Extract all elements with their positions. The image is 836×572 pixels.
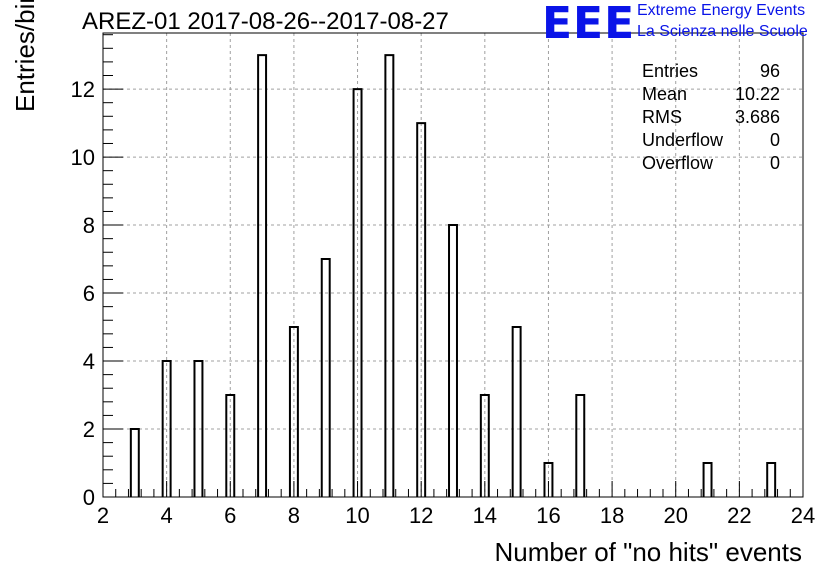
y-axis-label: Entries/bin bbox=[10, 0, 40, 112]
histogram-bar bbox=[193, 360, 204, 497]
stats-value: 10.22 bbox=[734, 84, 780, 104]
stats-row-overflow: Overflow 0 bbox=[642, 152, 780, 175]
histogram-bar bbox=[257, 54, 268, 497]
axes bbox=[102, 32, 804, 498]
eee-logo: EEE bbox=[542, 0, 636, 49]
histogram-bar bbox=[384, 54, 395, 497]
chart-title: AREZ-01 2017-08-26--2017-08-27 bbox=[82, 8, 449, 35]
histogram-bar bbox=[511, 326, 522, 497]
stats-label: Entries bbox=[642, 61, 699, 81]
stats-value: 3.686 bbox=[734, 107, 780, 127]
x-tick-label: 24 bbox=[791, 503, 815, 528]
y-tick-label: 12 bbox=[71, 77, 95, 102]
x-tick-label: 22 bbox=[727, 503, 751, 528]
logo-line-1: Extreme Energy Events bbox=[637, 2, 806, 19]
histogram-bar bbox=[129, 428, 140, 497]
x-tick-label: 10 bbox=[345, 503, 369, 528]
x-tick-label: 6 bbox=[224, 503, 236, 528]
stats-value: 0 bbox=[769, 153, 780, 173]
histogram-bar bbox=[320, 258, 331, 497]
grid-lines bbox=[103, 33, 803, 497]
histogram-bar bbox=[161, 360, 172, 497]
x-tick-label: 18 bbox=[600, 503, 624, 528]
histogram-bar bbox=[448, 224, 458, 497]
x-tick-label: 14 bbox=[473, 503, 497, 528]
x-tick-label: 8 bbox=[288, 503, 300, 528]
x-tick-labels: 2 4 6 8 10 12 14 16 18 20 22 24 bbox=[97, 503, 815, 528]
x-tick-label: 16 bbox=[536, 503, 560, 528]
x-tick-label: 12 bbox=[409, 503, 433, 528]
histogram-bar bbox=[702, 462, 713, 497]
histogram-bar bbox=[225, 394, 236, 497]
stats-label: Overflow bbox=[642, 153, 714, 173]
x-tick-label: 4 bbox=[161, 503, 173, 528]
histogram-bar bbox=[288, 326, 299, 497]
histogram-bar bbox=[575, 394, 586, 497]
histogram-bar bbox=[416, 122, 427, 497]
histogram-bar bbox=[352, 88, 363, 497]
stats-label: RMS bbox=[642, 107, 682, 127]
y-tick-label: 4 bbox=[83, 349, 95, 374]
plot-frame bbox=[102, 32, 804, 498]
y-tick-label: 8 bbox=[83, 213, 95, 238]
x-tick-label: 20 bbox=[663, 503, 687, 528]
y-tick-label: 0 bbox=[83, 485, 95, 510]
stats-label: Underflow bbox=[642, 130, 724, 150]
stats-row-underflow: Underflow 0 bbox=[642, 129, 780, 152]
x-tick-label: 2 bbox=[97, 503, 109, 528]
histogram-bar bbox=[543, 462, 554, 497]
y-tick-label: 2 bbox=[83, 417, 95, 442]
x-axis-label: Number of "no hits" events bbox=[494, 537, 803, 567]
y-tick-labels: 0 2 4 6 8 10 12 bbox=[71, 77, 95, 510]
histogram-bar bbox=[479, 394, 490, 497]
stats-row-rms: RMS 3.686 bbox=[642, 106, 780, 129]
logo-line-2: La Scienza nelle Scuole bbox=[637, 23, 808, 40]
stats-value: 96 bbox=[759, 61, 780, 81]
y-tick-label: 10 bbox=[71, 145, 95, 170]
stats-label: Mean bbox=[642, 84, 688, 104]
stats-box: Entries 96 Mean 10.22 RMS 3.686 Underflo… bbox=[642, 60, 780, 175]
stats-row-entries: Entries 96 bbox=[642, 60, 780, 83]
stats-row-mean: Mean 10.22 bbox=[642, 83, 780, 106]
y-tick-label: 6 bbox=[83, 281, 95, 306]
histogram-bar bbox=[766, 462, 777, 497]
bars bbox=[129, 54, 777, 497]
stats-value: 0 bbox=[769, 130, 780, 150]
